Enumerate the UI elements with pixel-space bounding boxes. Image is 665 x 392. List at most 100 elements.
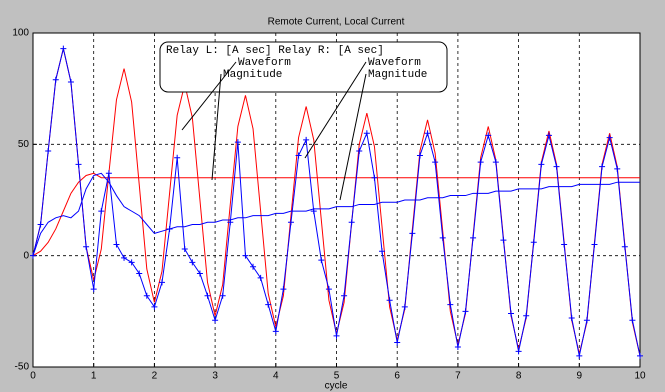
legend-box [159,41,448,93]
legend-title: Relay L: [A sec] Relay R: [A sec] [166,45,384,57]
data-point [379,248,386,255]
data-point [386,297,393,304]
data-point [60,45,67,52]
x-tick-label: 8 [516,371,522,382]
data-point [454,343,461,350]
data-point [621,243,628,250]
data-point [545,132,552,139]
data-point [341,292,348,299]
data-point [257,274,264,281]
y-tick-label: 100 [12,28,29,39]
data-point [325,286,332,293]
data-point [637,352,643,359]
data-point [318,257,325,264]
data-point [492,159,499,166]
data-point [303,136,310,143]
data-point [212,317,219,324]
data-point [287,219,294,226]
x-tick-label: 7 [455,371,461,382]
data-point [538,161,545,168]
data-point [158,279,165,286]
data-point [75,161,82,168]
data-point [523,312,530,319]
data-point [242,252,249,259]
data-point [204,292,211,299]
data-point [280,286,287,293]
data-point [432,159,439,166]
data-point [136,270,143,277]
data-point [52,76,59,83]
data-point [500,237,507,244]
y-tick-label: -50 [15,362,30,373]
x-tick-label: 9 [577,371,583,382]
data-point [447,301,454,308]
series-group [30,45,643,359]
data-point [394,339,401,346]
data-point [37,221,44,228]
data-point [409,230,416,237]
x-tick-label: 6 [394,371,400,382]
data-point [174,154,181,161]
data-point [128,259,135,266]
data-point [250,263,257,270]
data-point [508,310,515,317]
data-point [234,139,241,146]
x-tick-label: 5 [334,371,340,382]
legend-leader [304,61,367,159]
data-point [189,259,196,266]
data-point [629,317,636,324]
data-point [568,315,575,322]
legend-leader [339,73,367,201]
data-point [591,241,598,248]
data-point [121,254,128,261]
x-tick-label: 3 [212,371,218,382]
data-point [561,241,568,248]
series-line [32,172,640,256]
data-point [348,219,355,226]
data-point [470,234,477,241]
data-point [113,241,120,248]
data-point [83,243,90,250]
x-tick-label: 2 [152,371,158,382]
data-point [416,152,423,159]
data-point [477,159,484,166]
x-tick-label: 10 [634,371,646,382]
x-tick-label: 0 [30,371,36,382]
data-point [515,348,522,355]
data-point [553,163,560,170]
series-line [32,172,640,257]
legend-label: Waveform [238,57,291,69]
legend: Relay L: [A sec] Relay R: [A sec] Wavefo… [159,41,448,201]
data-point [295,152,302,159]
data-point [45,148,52,155]
data-point [363,130,370,137]
data-point [371,174,378,181]
data-point [98,208,105,215]
legend-label: Magnitude [368,69,427,81]
data-point [333,332,340,339]
data-point [265,301,272,308]
data-point [530,239,537,246]
x-axis-label: cycle [325,381,348,392]
data-point [272,328,279,335]
data-point [219,292,226,299]
data-point [439,234,446,241]
data-point [401,303,408,310]
chart-title: Remote Current, Local Current [268,17,405,28]
data-point [424,130,431,137]
data-point [462,308,469,315]
data-point [614,165,621,172]
y-tick-label: 50 [18,139,30,150]
legend-leader [211,73,222,181]
x-tick-label: 1 [91,371,97,382]
legend-leader [181,61,237,131]
data-point [576,352,583,359]
legend-label: Magnitude [223,69,282,81]
legend-label: Waveform [368,57,421,69]
data-point [196,270,203,277]
data-point [90,286,97,293]
data-point [356,148,363,155]
data-point [606,134,613,141]
